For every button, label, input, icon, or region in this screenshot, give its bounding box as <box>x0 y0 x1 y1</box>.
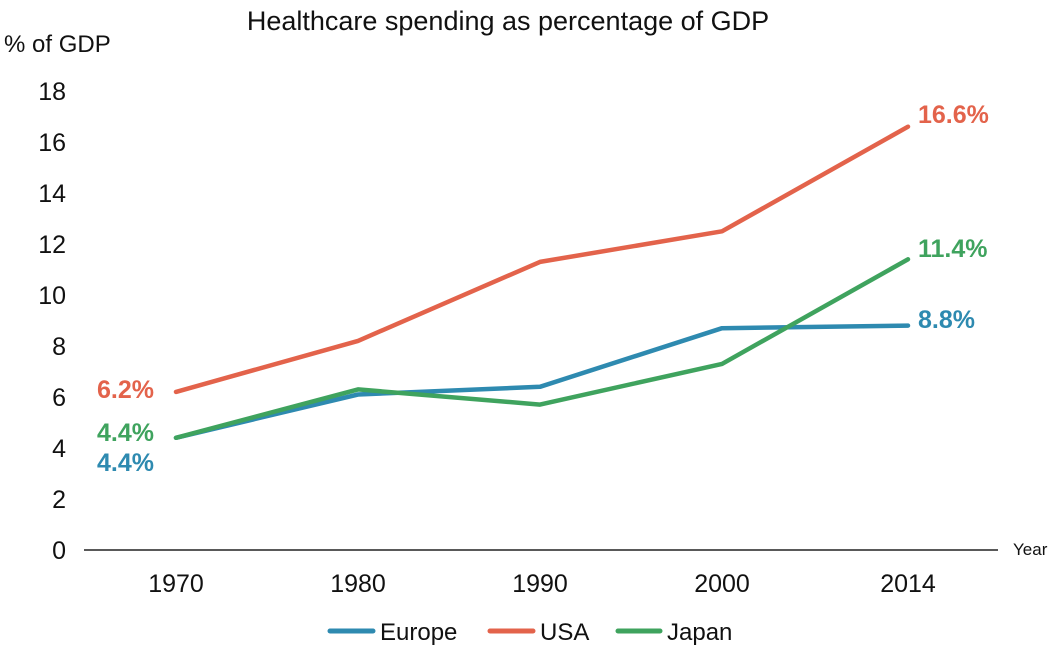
x-tick-labels: 1970 1980 1990 2000 2014 <box>148 570 936 598</box>
series-line-europe <box>173 323 911 441</box>
series-line-japan <box>173 257 911 441</box>
y-tick-label: 10 <box>38 282 66 310</box>
x-tick-label: 2014 <box>880 570 936 598</box>
data-label-europe: 4.4% <box>97 449 154 477</box>
series-lines <box>173 124 911 441</box>
series-line-usa <box>173 124 911 395</box>
x-axis-label: Year <box>1013 540 1048 559</box>
data-label-japan: 4.4% <box>97 419 154 447</box>
legend-label-japan: Japan <box>667 619 732 646</box>
y-tick-label: 2 <box>52 486 66 514</box>
y-tick-label: 0 <box>52 537 66 565</box>
chart-title: Healthcare spending as percentage of GDP <box>247 6 769 36</box>
x-tick-label: 1970 <box>148 570 204 598</box>
data-label-europe: 8.8% <box>918 306 975 334</box>
y-tick-label: 4 <box>52 435 66 463</box>
legend: Europe USA Japan <box>327 619 732 646</box>
x-tick-label: 2000 <box>694 570 750 598</box>
y-tick-label: 16 <box>38 129 66 157</box>
x-tick-label: 1990 <box>512 570 568 598</box>
y-tick-label: 6 <box>52 384 66 412</box>
data-label-usa: 16.6% <box>918 101 989 129</box>
data-label-usa: 6.2% <box>97 376 154 404</box>
data-labels: 6.2% 4.4%4.4% 16.6% 11.4% 8.8% <box>97 101 989 477</box>
y-axis-label: % of GDP <box>4 31 111 58</box>
y-tick-label: 12 <box>38 231 66 259</box>
legend-label-usa: USA <box>540 619 589 646</box>
y-tick-labels: 0 2 4 6 8 10 12 14 16 18 <box>38 78 66 565</box>
y-tick-label: 18 <box>38 78 66 106</box>
y-tick-label: 8 <box>52 333 66 361</box>
x-tick-label: 1980 <box>330 570 386 598</box>
legend-label-europe: Europe <box>380 619 457 646</box>
data-label-japan: 11.4% <box>918 235 988 263</box>
y-tick-label: 14 <box>38 180 66 208</box>
